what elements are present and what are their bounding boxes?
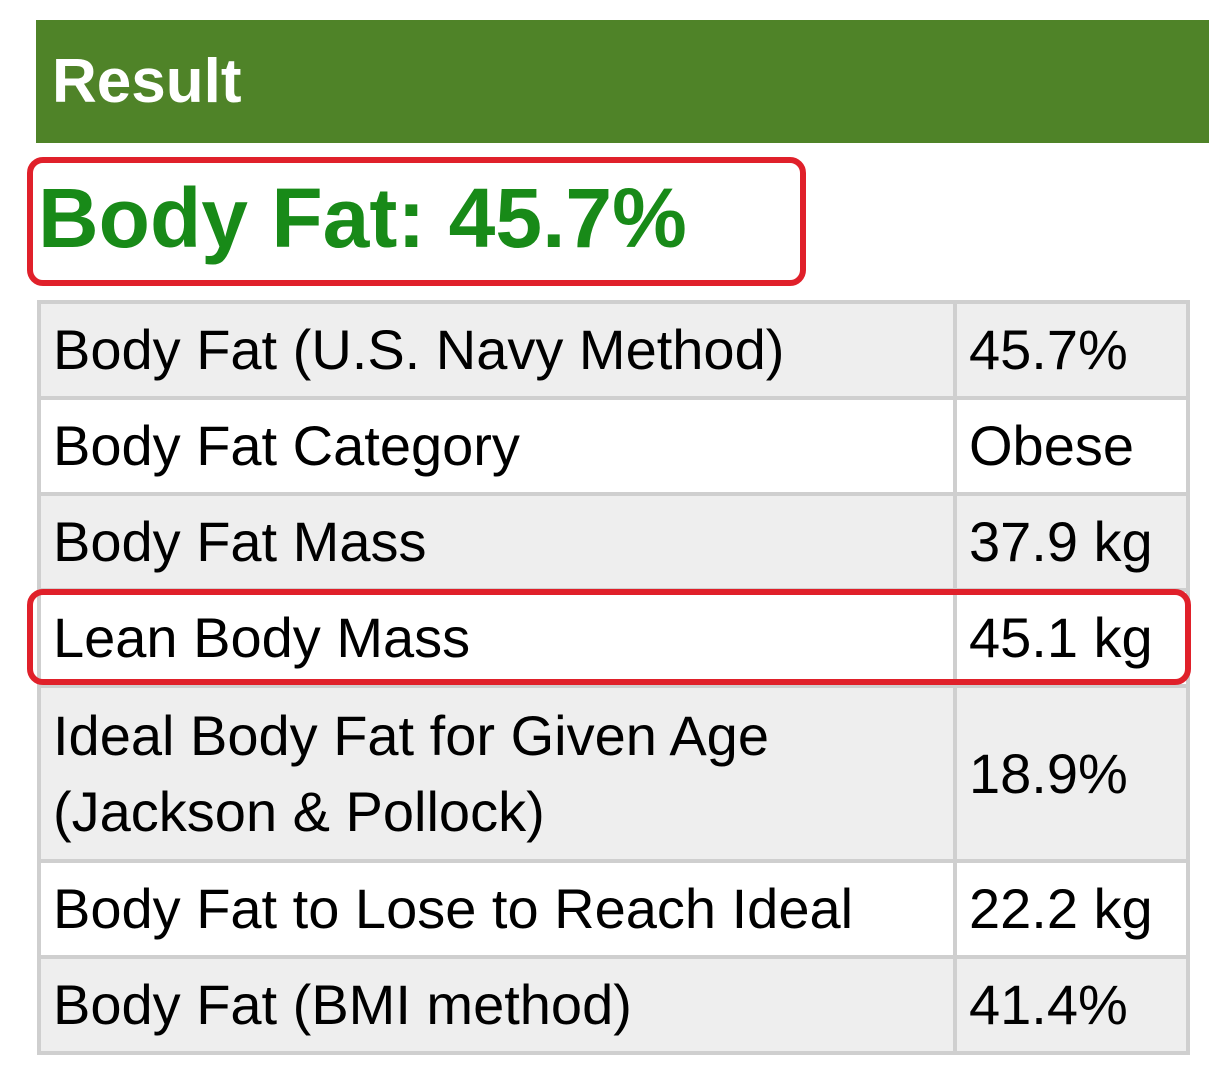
row-label: Body Fat (U.S. Navy Method)	[37, 300, 957, 400]
row-label: Body Fat Category	[37, 396, 957, 496]
row-label: Body Fat (BMI method)	[37, 955, 957, 1055]
row-label: Ideal Body Fat for Given Age (Jackson & …	[37, 684, 957, 863]
row-label: Body Fat Mass	[37, 492, 957, 592]
row-value: Obese	[953, 396, 1190, 496]
row-value: 45.1 kg	[953, 588, 1190, 688]
summary: Body Fat: 45.7%	[38, 171, 687, 265]
row-value: 41.4%	[953, 955, 1190, 1055]
result-table: Body Fat (U.S. Navy Method) 45.7% Body Fat…	[37, 300, 1190, 1055]
highlight-box	[27, 589, 1191, 685]
table-row: Body Fat (U.S. Navy Method) 45.7%	[37, 300, 1190, 400]
highlight-box	[27, 157, 806, 286]
row-value: 37.9 kg	[953, 492, 1190, 592]
table-row: Ideal Body Fat for Given Age (Jackson & …	[37, 684, 1190, 863]
row-value: 45.7%	[953, 300, 1190, 400]
row-value: 22.2 kg	[953, 859, 1190, 959]
result-header: Result	[36, 20, 1209, 143]
row-label: Body Fat to Lose to Reach Ideal	[37, 859, 957, 959]
table-row: Body Fat Category Obese	[37, 396, 1190, 496]
header-title: Result	[52, 47, 242, 116]
row-value: 18.9%	[953, 684, 1190, 863]
table-row: Body Fat (BMI method) 41.4%	[37, 955, 1190, 1055]
table-row: Body Fat to Lose to Reach Ideal 22.2 kg	[37, 859, 1190, 959]
table-row: Body Fat Mass 37.9 kg	[37, 492, 1190, 592]
